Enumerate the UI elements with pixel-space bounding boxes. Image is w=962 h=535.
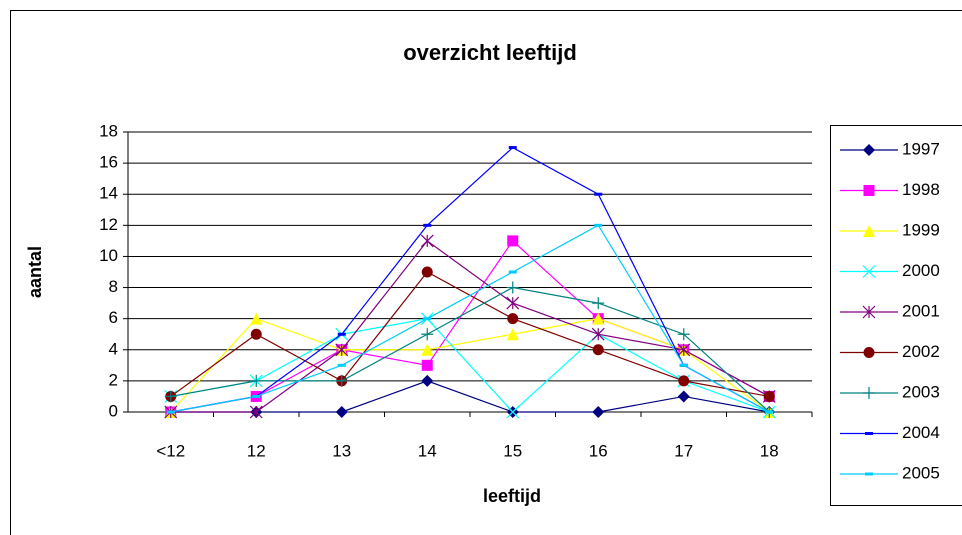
marker — [335, 374, 348, 387]
marker — [763, 390, 775, 402]
legend-label: 1997 — [902, 139, 940, 158]
marker — [421, 374, 434, 387]
marker — [252, 394, 261, 398]
marker — [421, 328, 434, 341]
chart-title: overzicht leeftijd — [403, 40, 577, 65]
series-line — [170, 317, 770, 413]
x-tick-label: 17 — [674, 441, 693, 460]
x-tick-label: 18 — [760, 441, 779, 460]
marker — [423, 317, 432, 321]
marker — [507, 313, 519, 325]
marker — [863, 387, 875, 399]
marker — [506, 281, 519, 294]
legend-label: 2005 — [902, 463, 940, 482]
x-tick-label: 14 — [418, 441, 437, 460]
legend-label: 2001 — [902, 301, 940, 320]
legend-label: 1999 — [902, 220, 940, 239]
y-tick-label: 12 — [99, 215, 118, 234]
marker — [250, 374, 263, 387]
x-axis-title: leeftijd — [483, 486, 541, 506]
y-tick-label: 8 — [109, 277, 118, 296]
y-tick-label: 18 — [99, 121, 118, 140]
marker — [506, 328, 519, 341]
marker — [250, 328, 262, 340]
marker — [592, 344, 604, 356]
legend-label: 1998 — [902, 180, 940, 199]
series-line — [170, 318, 770, 413]
series-line — [170, 380, 770, 413]
y-tick-label: 4 — [109, 339, 118, 358]
series-line — [170, 240, 770, 413]
marker — [862, 305, 876, 319]
marker — [591, 327, 605, 341]
marker — [420, 234, 434, 248]
marker — [863, 144, 875, 156]
marker — [421, 266, 433, 278]
y-tick-label: 6 — [109, 308, 118, 327]
marker — [250, 312, 263, 325]
marker — [679, 363, 688, 367]
marker — [421, 343, 434, 356]
marker — [164, 390, 177, 403]
x-tick-label: 12 — [247, 441, 266, 460]
x-tick-label: 16 — [589, 441, 608, 460]
x-tick-label: 13 — [332, 441, 351, 460]
chart-frame — [10, 10, 962, 535]
marker — [594, 192, 603, 196]
marker — [863, 225, 875, 237]
marker — [337, 363, 346, 367]
y-tick-label: 10 — [99, 246, 118, 265]
y-tick-label: 0 — [109, 401, 118, 420]
marker — [335, 406, 348, 418]
y-tick-label: 14 — [99, 184, 118, 203]
marker — [863, 347, 875, 358]
x-tick-label: 15 — [503, 441, 522, 460]
marker — [421, 359, 433, 371]
legend-label: 2002 — [902, 342, 940, 361]
marker — [862, 265, 876, 278]
x-tick-label: <12 — [156, 441, 185, 460]
marker — [765, 410, 774, 414]
series-line — [170, 146, 770, 413]
marker — [166, 410, 175, 414]
marker — [507, 235, 519, 247]
marker — [506, 296, 520, 310]
legend-label: 2003 — [902, 382, 940, 401]
marker — [249, 405, 263, 419]
marker — [508, 270, 517, 274]
marker — [335, 343, 349, 357]
marker — [863, 185, 875, 196]
marker — [423, 223, 432, 227]
legend-box — [830, 125, 962, 506]
marker — [592, 406, 605, 418]
marker — [508, 146, 517, 150]
marker — [677, 343, 691, 357]
marker — [677, 328, 690, 341]
y-axis-title: aantal — [25, 246, 45, 298]
marker — [506, 405, 520, 419]
marker — [594, 223, 603, 227]
marker — [592, 312, 605, 325]
y-tick-label: 16 — [99, 153, 118, 172]
series-line — [170, 224, 770, 413]
y-tick-label: 2 — [109, 370, 118, 389]
marker — [865, 432, 873, 435]
marker — [677, 390, 690, 403]
series-line — [170, 286, 770, 413]
marker — [337, 332, 346, 336]
marker — [592, 297, 605, 310]
marker — [865, 472, 873, 476]
legend-label: 2000 — [902, 261, 940, 280]
legend-label: 2004 — [902, 423, 940, 442]
marker — [678, 375, 690, 387]
